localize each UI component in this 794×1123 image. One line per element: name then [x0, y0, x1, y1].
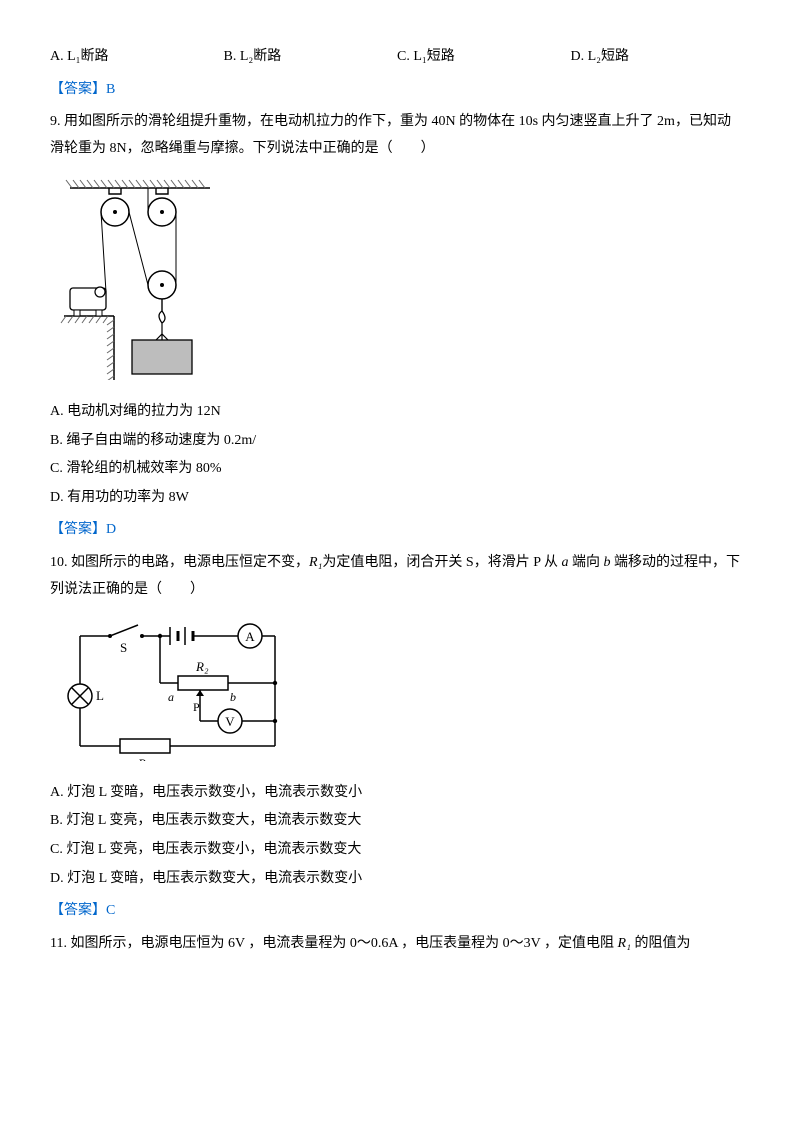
q10-text-1: 10. 如图所示的电路，电源电压恒定不变，: [50, 555, 309, 570]
q10-answer: 【答案】C: [50, 898, 744, 925]
q9-optA: A. 电动机对绳的拉力为 12N: [50, 399, 744, 426]
svg-text:P: P: [193, 700, 200, 714]
q8-optC: C. L₁短路: [397, 44, 571, 71]
q8-answer-label: 【答案】: [50, 82, 106, 97]
q9-text: 9. 用如图所示的滑轮组提升重物，在电动机拉力的作下，重为 40N 的物体在 1…: [50, 109, 744, 162]
q11-text-1: 11. 如图所示，电源电压恒为 6V ，电流表量程为 0～0.6A ，电压表量程…: [50, 936, 618, 951]
q9-answer-val: D: [106, 522, 116, 537]
q10-text-3: 端向: [568, 555, 603, 570]
q10-optC: C. 灯泡 L 变亮，电压表示数变小，电流表示数变大: [50, 837, 744, 864]
q9-figure: [50, 170, 744, 391]
q11-text-r1: R₁: [618, 936, 631, 951]
q8-answer-val: B: [106, 82, 115, 97]
svg-text:R₂: R₂: [195, 659, 209, 674]
svg-text:V: V: [225, 714, 235, 729]
q8-options: A. L₁断路 B. L₂断路 C. L₁短路 D. L₂短路: [50, 44, 744, 71]
q9-optC: C. 滑轮组的机械效率为 80%: [50, 456, 744, 483]
svg-text:L: L: [96, 688, 104, 703]
q8-optD: D. L₂短路: [571, 44, 745, 71]
q10-optD: D. 灯泡 L 变暗，电压表示数变大，电流表示数变小: [50, 866, 744, 893]
q8-answer: 【答案】B: [50, 77, 744, 104]
svg-text:a: a: [168, 690, 174, 704]
q10-optA: A. 灯泡 L 变暗，电压表示数变小，电流表示数变小: [50, 780, 744, 807]
svg-text:A: A: [245, 629, 255, 644]
q9-answer: 【答案】D: [50, 517, 744, 544]
svg-text:R₁: R₁: [137, 756, 150, 761]
q9-answer-label: 【答案】: [50, 522, 106, 537]
q10-text-2: 为定值电阻，闭合开关 S，将滑片 P 从: [322, 555, 561, 570]
svg-text:b: b: [230, 690, 236, 704]
q11-text-2: 的阻值为: [631, 936, 691, 951]
q10-text-r1: R₁: [309, 555, 322, 570]
q9-optB: B. 绳子自由端的移动速度为 0.2m/: [50, 428, 744, 455]
q10-answer-val: C: [106, 903, 115, 918]
q11-text: 11. 如图所示，电源电压恒为 6V ，电流表量程为 0～0.6A ，电压表量程…: [50, 931, 744, 958]
svg-text:S: S: [120, 640, 127, 655]
q10-figure: S A R₁ L R₂ a b P V: [50, 611, 744, 772]
q9-optD: D. 有用功的功率为 8W: [50, 485, 744, 512]
q10-answer-label: 【答案】: [50, 903, 106, 918]
q10-optB: B. 灯泡 L 变亮，电压表示数变大，电流表示数变大: [50, 808, 744, 835]
q8-optB: B. L₂断路: [224, 44, 398, 71]
q10-text: 10. 如图所示的电路，电源电压恒定不变，R₁为定值电阻，闭合开关 S，将滑片 …: [50, 550, 744, 603]
q8-optA: A. L₁断路: [50, 44, 224, 71]
